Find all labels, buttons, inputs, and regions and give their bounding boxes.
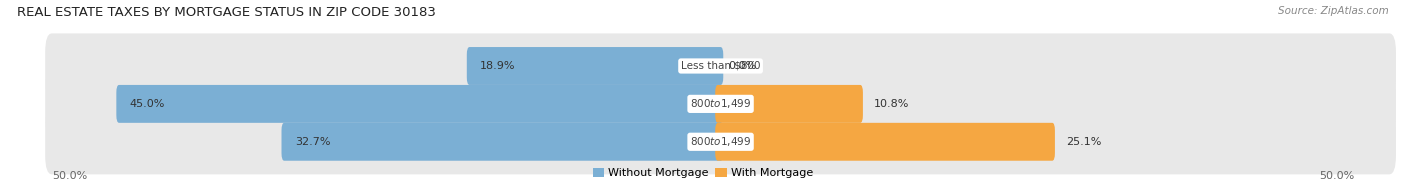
Text: 32.7%: 32.7% <box>295 137 330 147</box>
FancyBboxPatch shape <box>281 123 723 161</box>
Text: 25.1%: 25.1% <box>1066 137 1101 147</box>
Text: 50.0%: 50.0% <box>1319 171 1354 181</box>
Legend: Without Mortgage, With Mortgage: Without Mortgage, With Mortgage <box>588 163 818 183</box>
FancyBboxPatch shape <box>467 47 723 85</box>
Text: 45.0%: 45.0% <box>129 99 165 109</box>
FancyBboxPatch shape <box>45 33 1396 99</box>
FancyBboxPatch shape <box>716 85 863 123</box>
Text: $800 to $1,499: $800 to $1,499 <box>690 135 751 148</box>
Text: Source: ZipAtlas.com: Source: ZipAtlas.com <box>1278 6 1389 16</box>
Text: 0.0%: 0.0% <box>728 61 756 71</box>
Text: 18.9%: 18.9% <box>481 61 516 71</box>
Text: 50.0%: 50.0% <box>52 171 87 181</box>
Text: 10.8%: 10.8% <box>873 99 910 109</box>
FancyBboxPatch shape <box>45 109 1396 174</box>
Text: Less than $800: Less than $800 <box>681 61 761 71</box>
FancyBboxPatch shape <box>716 123 1054 161</box>
Text: REAL ESTATE TAXES BY MORTGAGE STATUS IN ZIP CODE 30183: REAL ESTATE TAXES BY MORTGAGE STATUS IN … <box>17 6 436 19</box>
FancyBboxPatch shape <box>45 71 1396 136</box>
Text: $800 to $1,499: $800 to $1,499 <box>690 97 751 110</box>
FancyBboxPatch shape <box>117 85 723 123</box>
